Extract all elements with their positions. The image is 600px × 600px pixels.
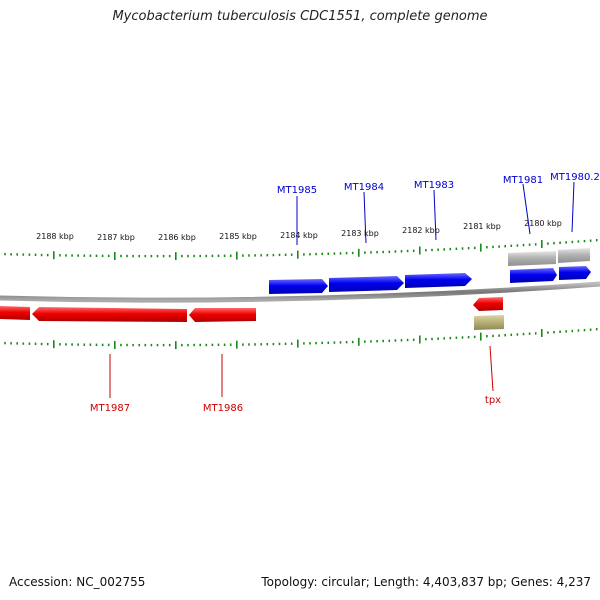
gene-arrow[interactable] (269, 279, 328, 294)
tick-label: 2182 kbp (402, 226, 440, 235)
genome-summary: Topology: circular; Length: 4,403,837 bp… (261, 575, 591, 589)
tick-label: 2184 kbp (280, 231, 318, 240)
tick-label: 2181 kbp (463, 222, 501, 231)
gene-label[interactable]: MT1987 (90, 403, 130, 414)
gene-arrow[interactable] (510, 268, 557, 283)
gene-arrow[interactable] (189, 308, 256, 322)
gene-label[interactable]: MT1985 (277, 185, 317, 196)
gene-arrow[interactable] (0, 306, 30, 320)
gene-arrow[interactable] (405, 273, 472, 288)
gene-label[interactable]: MT1981 (503, 175, 543, 186)
gene-label[interactable]: MT1984 (344, 182, 384, 193)
gene-label[interactable]: MT1986 (203, 403, 243, 414)
forward-genes (269, 248, 591, 294)
tick-label: 2188 kbp (36, 232, 74, 241)
tick-label: 2183 kbp (341, 229, 379, 238)
other-feature[interactable] (474, 315, 504, 330)
tick-label: 2180 kbp (524, 219, 562, 228)
outer-tick-ring (4, 239, 598, 261)
gene-label[interactable]: MT1980.2 (550, 172, 600, 183)
pseudo-gene[interactable] (508, 251, 556, 266)
map-title: Mycobacterium tuberculosis CDC1551, comp… (112, 9, 488, 24)
pseudo-gene[interactable] (558, 248, 590, 263)
genome-backbone (0, 281, 600, 303)
gene-labels: MT1985 MT1984 MT1983 MT1981 MT1980.2 MT1… (90, 172, 600, 414)
reverse-genes (0, 297, 504, 330)
gene-label[interactable]: tpx (485, 395, 501, 406)
gene-arrow[interactable] (32, 307, 187, 322)
tick-label: 2187 kbp (97, 233, 135, 242)
accession-label: Accession: NC_002755 (9, 575, 146, 589)
gene-arrow[interactable] (473, 297, 503, 311)
tick-label: 2185 kbp (219, 232, 257, 241)
tick-labels: 2188 kbp 2187 kbp 2186 kbp 2185 kbp 2184… (36, 219, 562, 242)
leader-lines (109, 181, 575, 398)
gene-arrow[interactable] (559, 266, 591, 280)
gene-arrow[interactable] (329, 276, 404, 292)
gene-label[interactable]: MT1983 (414, 180, 454, 191)
tick-label: 2186 kbp (158, 233, 196, 242)
inner-tick-ring (4, 328, 598, 350)
